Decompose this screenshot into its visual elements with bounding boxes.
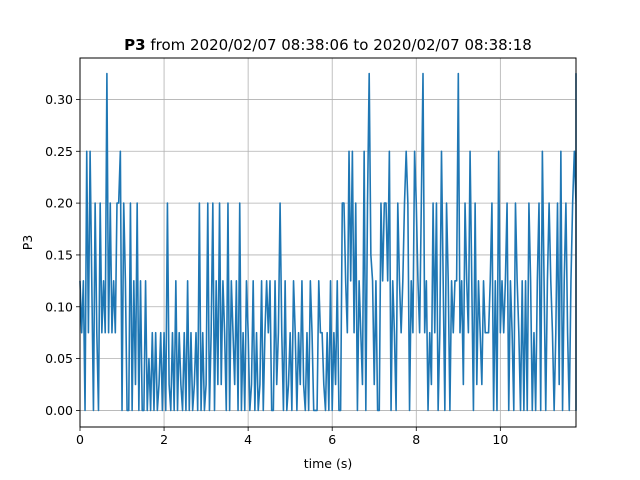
- x-tick-label: 2: [160, 432, 168, 447]
- x-axis-label: time (s): [304, 456, 352, 471]
- y-tick-label: 0.05: [45, 351, 73, 366]
- y-tick-label: 0.15: [45, 247, 73, 262]
- chart-title-range: from 2020/02/07 08:38:06 to 2020/02/07 0…: [146, 36, 532, 54]
- x-axis: 0 2 4 6 8 10: [76, 427, 508, 447]
- y-axis: 0.00 0.05 0.10 0.15 0.20 0.25 0.30: [45, 92, 80, 418]
- x-tick-label: 6: [328, 432, 336, 447]
- grid: [79, 58, 576, 427]
- chart-title: P3 from 2020/02/07 08:38:06 to 2020/02/0…: [124, 36, 532, 54]
- y-tick-label: 0.00: [45, 403, 73, 418]
- x-tick-label: 4: [244, 432, 252, 447]
- x-tick-label: 10: [492, 432, 508, 447]
- x-tick-label: 0: [76, 432, 84, 447]
- y-tick-label: 0.25: [45, 144, 73, 159]
- chart-title-bold: P3: [124, 36, 145, 54]
- x-tick-label: 8: [412, 432, 420, 447]
- y-tick-label: 0.30: [45, 92, 73, 107]
- y-tick-label: 0.10: [45, 299, 73, 314]
- y-axis-label: P3: [20, 235, 35, 251]
- plot-area-frame: [79, 57, 577, 428]
- y-tick-label: 0.20: [45, 196, 73, 211]
